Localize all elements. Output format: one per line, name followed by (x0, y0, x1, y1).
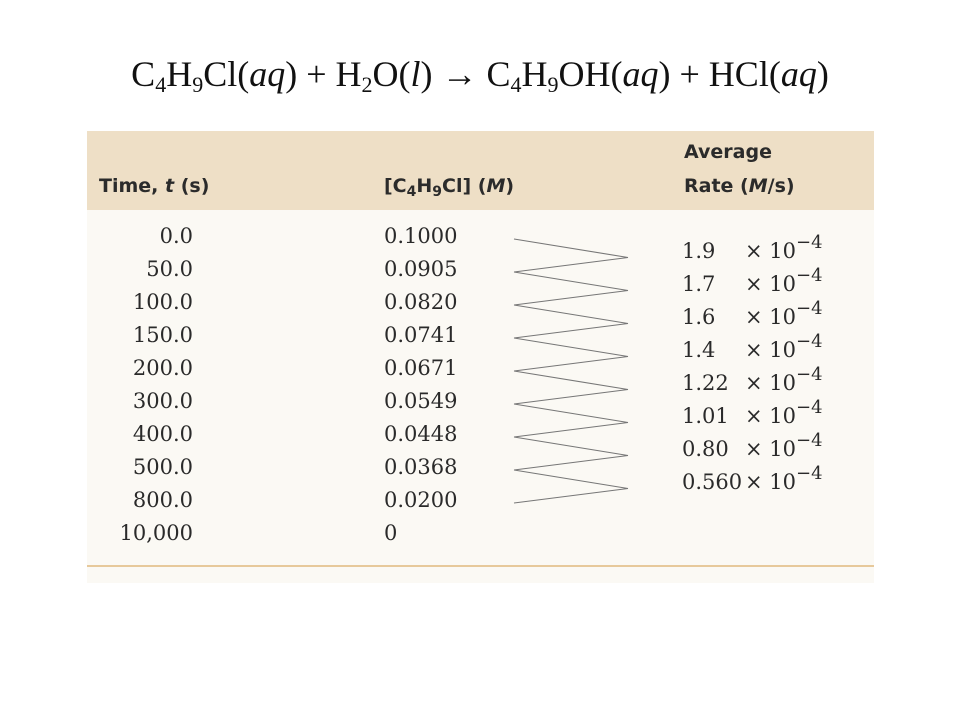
time-column: 0.0 50.0 100.0 150.0 200.0 300.0 400.0 500.0 800… (87, 220, 193, 550)
connector-line (513, 256, 629, 273)
rate-value: 1.7 (682, 272, 716, 296)
concentration-cell: 0.0741 (384, 323, 458, 347)
table-bottom-rule (87, 565, 874, 567)
reaction-equation: C4H9Cl(aq) + H2O(l) → C4H9OH(aq) + HCl(a… (131, 54, 829, 97)
time-cell: 100.0 (132, 290, 193, 314)
rate-value: 0.80 (682, 437, 729, 461)
connector-line (513, 454, 629, 471)
rate-exponent-factor: × 10−4 (745, 463, 823, 495)
concentration-cell: 0.0905 (384, 257, 458, 281)
concentration-cell: 0.0448 (384, 422, 458, 446)
time-cell: 50.0 (146, 257, 193, 281)
time-cell: 200.0 (132, 356, 193, 380)
connector-line (513, 304, 629, 325)
rate-exponent-factor: × 10−4 (745, 397, 823, 429)
connector-line (513, 337, 629, 358)
connector-line (513, 238, 629, 259)
header-concentration: [C4H9Cl] (M) (384, 175, 515, 200)
connector-line (513, 370, 629, 391)
time-cell: 800.0 (132, 488, 193, 512)
rate-value: 1.22 (682, 371, 729, 395)
time-cell: 300.0 (132, 389, 193, 413)
concentration-column: 0.1000 0.0905 0.0820 0.0741 0.0671 0.0549 0.04… (384, 220, 457, 550)
reaction-arrow: → (441, 54, 478, 94)
concentration-cell: 0.0549 (384, 389, 458, 413)
connector-line (513, 355, 629, 372)
header-time: Time, t (s) (99, 175, 210, 197)
rate-exponent-factor: × 10−4 (745, 430, 823, 462)
concentration-cell: 0.0820 (384, 290, 458, 314)
time-cell: 400.0 (132, 422, 193, 446)
header-average: Average (684, 141, 772, 163)
table-header: Time, t (s) [C4H9Cl] (M) Average Rate (M… (87, 131, 874, 210)
header-rate: Rate (M/s) (684, 175, 795, 197)
concentration-cell: 0.0671 (384, 356, 458, 380)
time-cell: 500.0 (132, 455, 193, 479)
time-cell: 150.0 (132, 323, 193, 347)
rate-data-table: Time, t (s) [C4H9Cl] (M) Average Rate (M… (87, 131, 874, 583)
rate-exponent-factor: × 10−4 (745, 265, 823, 297)
concentration-cell: 0 (384, 521, 398, 545)
connector-line (513, 322, 629, 339)
rate-exponent-factor: × 10−4 (745, 298, 823, 330)
rate-value: 1.4 (682, 338, 716, 362)
rate-value: 1.01 (682, 404, 729, 428)
zigzag-connector (513, 238, 629, 504)
time-cell: 10,000 (119, 521, 193, 545)
rate-value: 1.6 (682, 305, 716, 329)
concentration-cell: 0.0200 (384, 488, 458, 512)
rate-value: 0.560 (682, 470, 743, 494)
rate-exponent-factor: × 10−4 (745, 331, 823, 363)
rate-exponent-factor: × 10−4 (745, 232, 823, 264)
concentration-cell: 0.1000 (384, 224, 458, 248)
connector-line (513, 487, 629, 504)
rate-value: 1.9 (682, 239, 716, 263)
rate-exponent-factor: × 10−4 (745, 364, 823, 396)
connector-line (513, 469, 629, 490)
connector-line (513, 388, 629, 405)
connector-line (513, 436, 629, 457)
connector-line (513, 289, 629, 306)
connector-line (513, 403, 629, 424)
time-cell: 0.0 (159, 224, 193, 248)
connector-line (513, 271, 629, 292)
connector-line (513, 421, 629, 438)
concentration-cell: 0.0368 (384, 455, 458, 479)
